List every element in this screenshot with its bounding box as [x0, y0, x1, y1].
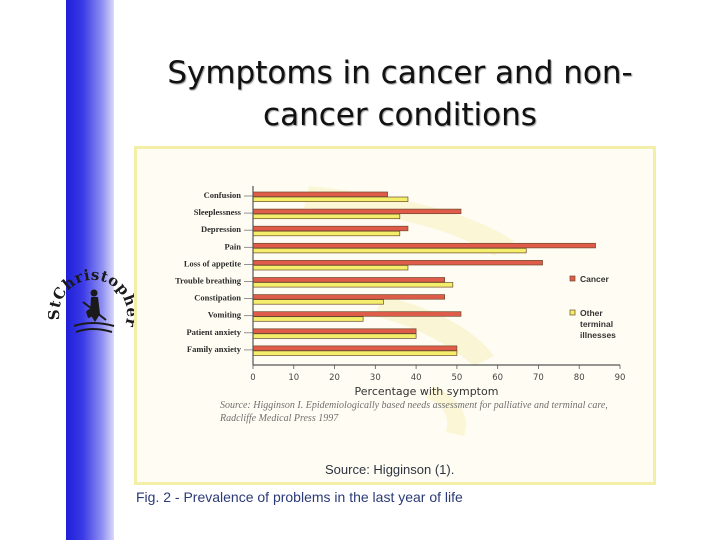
bar-cancer-vomiting — [252, 311, 462, 317]
category-label-family-anxiety: Family anxiety — [187, 344, 242, 354]
category-label-loss-of-appetite: Loss of appetite — [184, 258, 241, 268]
citation-line2: Radcliffe Medical Press 1997 — [220, 413, 339, 424]
bar-other-loss-of-appetite — [252, 265, 409, 271]
bar-cancer-loss-of-appetite — [252, 260, 543, 266]
x-tick-label: 20 — [329, 373, 340, 383]
bar-cancer-patient-anxiety — [252, 328, 417, 334]
bar-cancer-family-anxiety — [252, 345, 458, 351]
x-tick-label: 10 — [288, 373, 299, 383]
category-label-constipation: Constipation — [194, 293, 241, 303]
slide-title: Symptoms in cancer and non- cancer condi… — [140, 52, 660, 136]
bar-other-family-anxiety — [252, 350, 458, 356]
x-tick-label: 60 — [492, 373, 503, 383]
bar-other-confusion — [252, 196, 409, 202]
chart: Confusion Sleeplessness Depression Pain Loss… — [175, 186, 626, 436]
x-tick-label: 0 — [250, 373, 255, 383]
bar-cancer-depression — [252, 225, 409, 232]
citation: Source: Higginson I. Epidemiologically b… — [220, 399, 660, 425]
legend-swatch-cancer — [569, 275, 576, 282]
category-label-depression: Depression — [201, 224, 241, 234]
st-christophers-logo: StChristophers — [48, 262, 134, 333]
legend-swatch-other — [569, 309, 576, 316]
figure-caption: Fig. 2 - Prevalence of problems in the l… — [136, 489, 463, 505]
category-label-patient-anxiety: Patient anxiety — [186, 327, 241, 337]
category-label-pain: Pain — [224, 241, 241, 251]
bar-other-constipation — [252, 299, 384, 305]
logo-text: StChristophers — [48, 262, 134, 330]
category-label-trouble-breathing: Trouble breathing — [175, 276, 242, 286]
legend-label-other-line3: illnesses — [580, 330, 616, 340]
svg-text:StChristophers: StChristophers — [48, 262, 134, 330]
x-tick-label: 80 — [574, 373, 585, 383]
category-label-sleeplessness: Sleeplessness — [194, 207, 242, 217]
bar-cancer-confusion — [252, 191, 388, 197]
x-tick-label: 90 — [615, 373, 626, 383]
category-label-confusion: Confusion — [204, 190, 242, 200]
bar-other-vomiting — [252, 316, 364, 322]
x-tick-label: 70 — [533, 373, 544, 383]
x-axis-label: Percentage with symptom — [355, 385, 499, 398]
bar-cancer-constipation — [252, 294, 446, 300]
citation-line1: Source: Higginson I. Epidemiologically b… — [220, 400, 608, 411]
bar-cancer-pain — [252, 242, 596, 249]
bar-cancer-sleeplessness — [252, 208, 462, 215]
category-label-vomiting: Vomiting — [208, 310, 242, 320]
source-note: Source: Higginson (1). — [325, 462, 455, 477]
side-bar — [66, 0, 114, 540]
x-tick-label: 30 — [370, 373, 381, 383]
bar-cancer-trouble-breathing — [252, 277, 446, 283]
slide-title-line1: Symptoms in cancer and non- — [167, 55, 633, 91]
x-tick-label: 40 — [411, 373, 422, 383]
bar-other-sleeplessness — [252, 213, 401, 220]
legend-label-other-line1: Other — [580, 308, 603, 318]
bar-other-pain — [252, 247, 527, 254]
slide-title-line2: cancer conditions — [263, 97, 537, 133]
x-tick-label: 50 — [451, 373, 462, 383]
bar-other-patient-anxiety — [252, 333, 417, 339]
legend-label-other-line2: terminal — [580, 319, 613, 329]
legend-label-cancer: Cancer — [580, 274, 610, 284]
bar-other-trouble-breathing — [252, 282, 454, 288]
bar-other-depression — [252, 230, 401, 237]
